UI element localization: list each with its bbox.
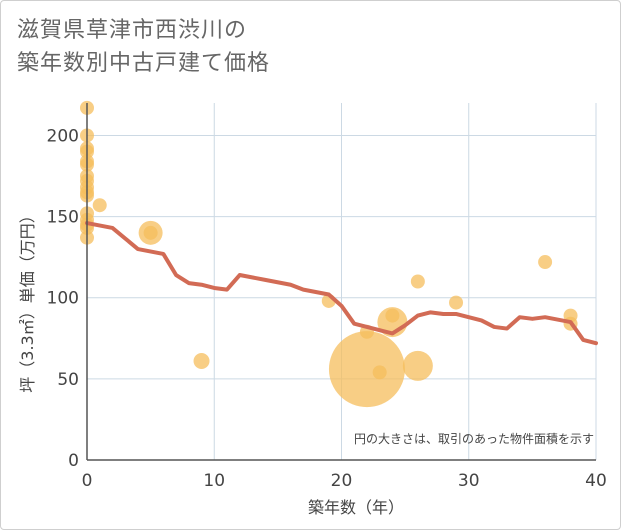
axes	[86, 103, 596, 461]
x-tick-label: 40	[585, 471, 607, 491]
x-axis-label: 築年数（年）	[308, 498, 404, 517]
scatter-point	[538, 255, 553, 270]
bubble-size-note: 円の大きさは、取引のあった物件面積を示す	[354, 431, 594, 446]
x-tick-label: 10	[203, 471, 225, 491]
chart-title-line-1: 滋賀県草津市西渋川の	[17, 18, 248, 43]
y-tick-label: 50	[57, 370, 79, 390]
scatter-point	[402, 350, 433, 381]
x-tick-label: 0	[82, 471, 93, 491]
y-tick-label: 200	[47, 126, 79, 146]
scatter-point	[193, 353, 210, 370]
average-price-line	[85, 221, 598, 346]
y-axis-label: 坪（3.3㎡）単価（万円）	[18, 207, 37, 392]
x-tick-label: 20	[331, 471, 353, 491]
line-series	[85, 221, 598, 346]
scatter-point	[449, 295, 464, 310]
grid-lines	[87, 103, 597, 460]
y-tick-label: 0	[68, 451, 79, 471]
scatter-point	[410, 274, 425, 289]
y-tick-label: 150	[47, 208, 79, 228]
scatter-point	[328, 331, 405, 408]
chart-title-line-2: 築年数別中古戸建て価格	[17, 51, 271, 76]
y-tick-label: 100	[47, 289, 79, 309]
chart-title: 滋賀県草津市西渋川の 築年数別中古戸建て価格	[17, 14, 577, 80]
scatter-point	[143, 225, 158, 240]
scatter-point	[372, 365, 387, 380]
scatter-point	[92, 198, 107, 213]
x-tick-label: 30	[458, 471, 480, 491]
tick-labels: 0 10 20 30 40 0 50 100 150 200	[47, 126, 607, 491]
scatter-point	[385, 308, 400, 323]
